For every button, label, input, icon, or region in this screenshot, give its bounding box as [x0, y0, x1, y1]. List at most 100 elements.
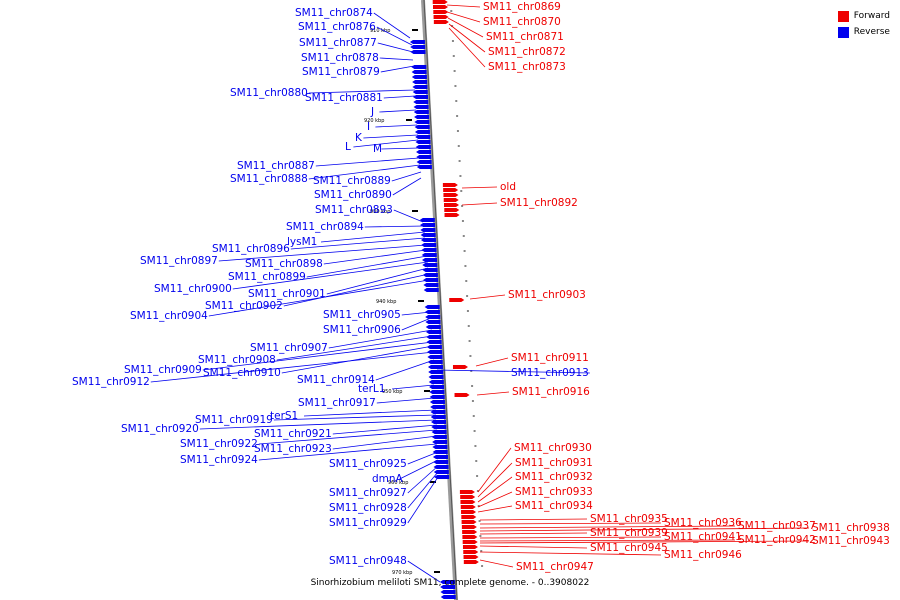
reverse-gene-label: SM11_chr0896	[212, 243, 290, 255]
reverse-gene-label: SM11_chr0921	[254, 428, 332, 440]
reverse-gene-block	[422, 268, 438, 272]
reverse-leader	[363, 134, 419, 139]
reverse-gene-label: SM11_chr0890	[314, 189, 392, 201]
reverse-gene-block	[431, 420, 447, 424]
forward-leader	[479, 545, 588, 549]
reverse-leader	[332, 424, 438, 435]
reverse-leader	[380, 65, 415, 73]
forward-leader	[448, 23, 486, 53]
reverse-gene-label: SM11_chr0881	[305, 92, 383, 104]
legend-item-forward: Forward	[837, 8, 890, 24]
reverse-leader	[407, 451, 439, 465]
forward-swatch	[837, 10, 849, 22]
reverse-gene-label: SM11_chr0888	[230, 173, 308, 185]
reverse-gene-block	[414, 130, 430, 134]
reverse-leader	[320, 231, 426, 243]
reverse-leader	[328, 329, 433, 349]
forward-gene-label: SM11_chr0946	[664, 549, 742, 561]
reverse-leader	[208, 279, 430, 317]
reverse-gene-label: SM11_chr0907	[250, 342, 328, 354]
reverse-gene-block	[420, 238, 436, 242]
forward-gene-label: SM11_chr0892	[500, 197, 578, 209]
reverse-leader	[399, 459, 439, 480]
reverse-gene-block	[426, 345, 442, 349]
reverse-gene-block	[414, 125, 430, 129]
reverse-gene-label: SM11_chr0910	[203, 367, 281, 379]
reverse-gene-block	[434, 475, 450, 479]
forward-gene-block	[443, 203, 459, 207]
reverse-gene-label: SM11_chr0889	[313, 175, 391, 187]
reverse-gene-block	[423, 283, 439, 287]
reverse-gene-block	[415, 140, 431, 144]
forward-leader	[447, 17, 484, 38]
forward-leader	[479, 522, 662, 525]
reverse-leader	[407, 465, 439, 494]
reverse-gene-label: SM11_chr0925	[329, 458, 407, 470]
reverse-gene-label: lysM1	[287, 236, 317, 248]
ruler-dot	[460, 190, 463, 192]
reverse-leader	[379, 109, 417, 113]
forward-gene-block	[443, 193, 459, 197]
ruler-dot	[461, 205, 464, 207]
reverse-gene-label: SM11_chr0912	[72, 376, 150, 388]
ruler-dot	[455, 100, 458, 102]
reverse-gene-block	[412, 85, 428, 89]
reverse-gene-label: SM11_chr0927	[329, 487, 407, 499]
ruler-dot	[468, 340, 471, 342]
reverse-leader	[353, 139, 419, 148]
reverse-leader	[376, 397, 436, 404]
reverse-gene-block	[411, 70, 427, 74]
forward-leader	[461, 186, 498, 189]
reverse-leader	[326, 267, 429, 295]
reverse-leader	[392, 177, 422, 196]
reverse-gene-label: SM11_chr0948	[329, 555, 407, 567]
reverse-gene-block	[433, 460, 449, 464]
ruler-dot	[462, 235, 465, 237]
forward-leader	[448, 27, 486, 68]
tick-label: 940 kbp	[376, 299, 396, 305]
reverse-gene-label: SM11_chr0878	[301, 52, 379, 64]
reverse-gene-block	[426, 330, 442, 334]
reverse-leader	[383, 95, 416, 99]
ruler-dot	[457, 145, 460, 147]
forward-gene-block	[460, 495, 476, 499]
ruler-dot	[450, 10, 453, 12]
forward-gene-block	[449, 298, 465, 302]
reverse-gene-block	[422, 258, 438, 262]
forward-gene-label: SM11_chr0916	[512, 386, 590, 398]
reverse-leader	[281, 345, 434, 374]
forward-gene-block	[462, 530, 478, 534]
reverse-gene-label: SM11_chr0919	[195, 414, 273, 426]
forward-gene-label: SM11_chr0931	[515, 457, 593, 469]
forward-gene-label: SM11_chr0932	[515, 471, 593, 483]
ruler-dot	[473, 430, 476, 432]
forward-gene-block	[462, 545, 478, 549]
ruler-dot	[474, 445, 477, 447]
reverse-gene-block	[421, 243, 437, 247]
ruler-dot	[452, 55, 455, 57]
forward-gene-label: SM11_chr0935	[590, 513, 668, 525]
reverse-gene-label: K	[355, 132, 363, 144]
tick-label: 910 kbp	[370, 28, 390, 34]
tick-label: 960 kbp	[388, 480, 408, 486]
reverse-leader	[436, 369, 590, 374]
ruler-dot	[480, 550, 483, 552]
forward-gene-label: SM11_chr0911	[511, 352, 589, 364]
reverse-gene-block	[416, 150, 432, 154]
reverse-leader	[375, 124, 418, 128]
reverse-swatch	[837, 26, 849, 38]
tick-label: 920 kbp	[364, 118, 384, 124]
reverse-leader	[308, 89, 416, 94]
forward-leader	[479, 527, 810, 532]
ruler-dot	[476, 490, 479, 492]
forward-gene-block	[444, 213, 460, 217]
reverse-leader	[258, 443, 438, 461]
legend: Forward Reverse	[837, 8, 890, 40]
reverse-leader	[407, 560, 441, 583]
forward-gene-block	[444, 208, 460, 212]
ruler-dot	[478, 520, 481, 522]
forward-gene-block	[463, 550, 479, 554]
reverse-gene-block	[413, 110, 429, 114]
reverse-gene-block	[433, 465, 449, 469]
forward-leader	[479, 536, 662, 539]
